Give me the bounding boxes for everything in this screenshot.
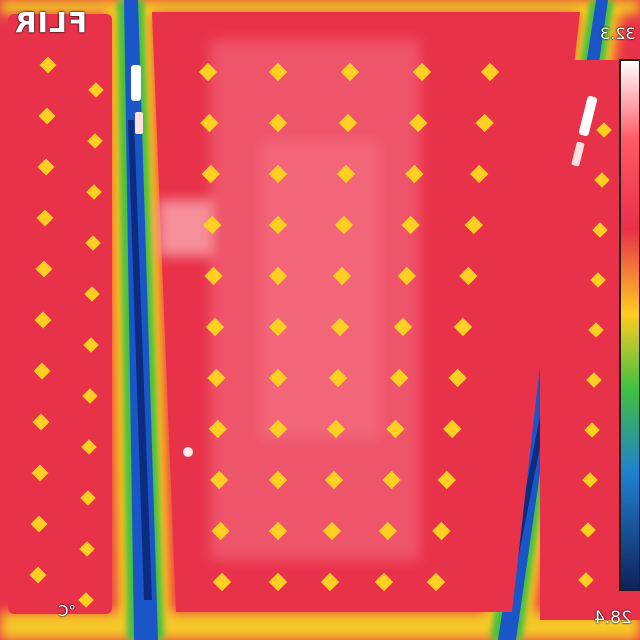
junction-dot — [475, 113, 494, 133]
junction-dot — [204, 266, 223, 286]
junction-dot — [200, 113, 219, 133]
junction-dot — [268, 113, 288, 133]
junction-dot — [39, 56, 57, 74]
junction-dot — [198, 62, 218, 82]
junction-dot — [212, 572, 232, 592]
junction-dot — [464, 215, 483, 235]
junction-dot — [374, 572, 394, 592]
junction-dot — [386, 419, 405, 439]
junction-dot — [340, 62, 360, 82]
temp-min-label: 28.4 — [594, 608, 632, 628]
junction-dot — [38, 107, 56, 125]
junction-dot — [448, 368, 467, 388]
cell-junction-dots — [29, 56, 612, 608]
junction-dot — [405, 164, 424, 184]
junction-dot — [268, 368, 288, 388]
junction-dot — [409, 113, 428, 133]
junction-dot — [326, 419, 346, 439]
junction-dot — [85, 235, 101, 251]
junction-dot — [210, 470, 229, 490]
junction-dot — [268, 419, 288, 439]
junction-dot — [328, 368, 348, 388]
junction-dot — [86, 184, 102, 200]
junction-dot — [88, 82, 104, 98]
unit-label: °C — [58, 602, 76, 620]
junction-dot — [268, 521, 288, 541]
junction-dot — [207, 368, 226, 388]
junction-dot — [30, 515, 48, 533]
junction-dot — [437, 470, 456, 490]
junction-dot — [87, 133, 103, 149]
junction-dot — [397, 266, 416, 286]
junction-dot — [580, 522, 596, 538]
junction-dot — [268, 215, 288, 235]
junction-dot — [211, 521, 230, 541]
junction-dot — [268, 164, 288, 184]
color-scale-bar — [619, 59, 640, 591]
junction-dot — [412, 62, 432, 82]
junction-dot — [334, 215, 354, 235]
junction-dot — [453, 317, 473, 337]
junction-dot — [594, 172, 610, 188]
junction-dot — [208, 419, 227, 439]
junction-dot — [320, 572, 340, 592]
junction-dot — [432, 521, 451, 541]
junction-dot — [480, 62, 500, 82]
junction-dot — [578, 572, 594, 588]
junction-dot — [332, 266, 352, 286]
junction-dot — [459, 266, 478, 286]
junction-dot — [268, 317, 288, 337]
junction-dot — [268, 62, 288, 82]
junction-dot — [268, 470, 288, 490]
junction-dot — [378, 521, 397, 541]
junction-dot — [268, 266, 288, 286]
junction-dot — [390, 368, 409, 388]
junction-dot — [268, 572, 288, 592]
junction-dot — [393, 317, 413, 337]
junction-dot — [324, 470, 344, 490]
temp-max-label: 32.3 — [600, 24, 636, 43]
junction-dot — [401, 215, 420, 235]
junction-dot — [470, 164, 489, 184]
junction-dot — [322, 521, 342, 541]
junction-dot — [443, 419, 462, 439]
junction-dot — [201, 164, 220, 184]
junction-dot — [592, 222, 608, 238]
junction-dot — [205, 317, 225, 337]
warm-cells — [158, 40, 420, 560]
junction-dot — [203, 215, 222, 235]
junction-dot — [426, 572, 446, 592]
junction-dot — [382, 470, 401, 490]
junction-dot — [29, 566, 47, 584]
junction-dot — [338, 113, 358, 133]
junction-dot — [330, 317, 350, 337]
hot-spots — [131, 65, 598, 457]
flir-logo: FLIR — [14, 6, 87, 39]
junction-dot — [336, 164, 356, 184]
